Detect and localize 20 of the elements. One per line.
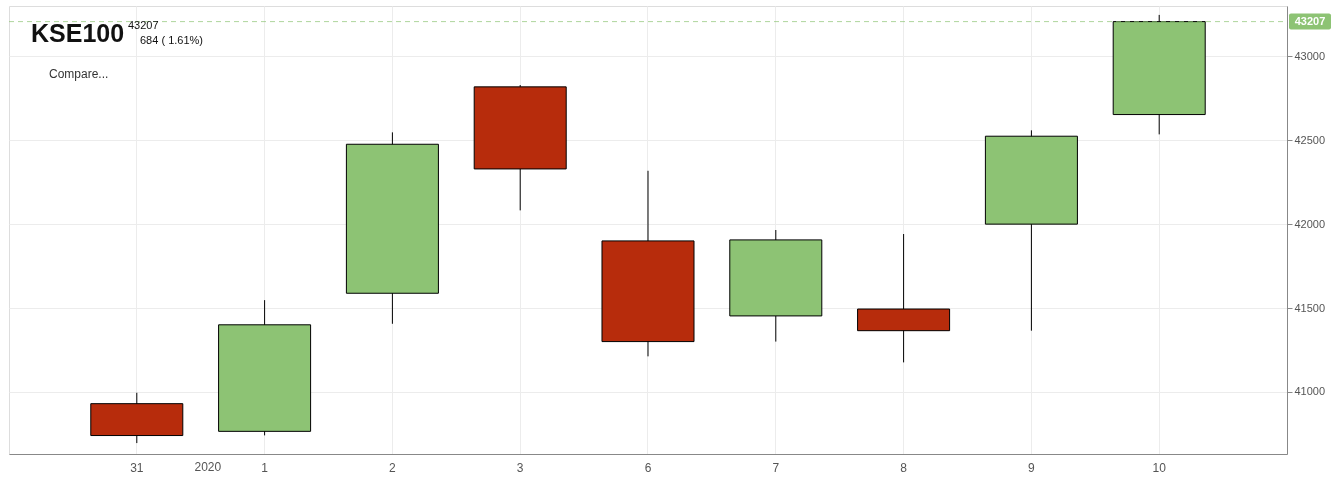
y-tick-label: 42500 (1294, 133, 1326, 146)
x-tick-label: 6 (644, 460, 652, 475)
annotation: Compare... (49, 67, 109, 81)
text: 43207 (128, 19, 159, 31)
y-tick-label: 43000 (1294, 49, 1326, 62)
ref-line-label: 43207 (1294, 14, 1326, 27)
x-tick-label: 31 (130, 460, 144, 475)
x-tick-label: 3 (516, 460, 524, 475)
y-tick-label: 42000 (1294, 217, 1326, 230)
x-tick-label: 10 (1152, 460, 1167, 475)
x-tick-label: 8 (900, 460, 908, 475)
x-tick-label: 1 (261, 460, 269, 475)
text: 2020 (194, 460, 222, 474)
text: KSE100 (31, 19, 125, 47)
x-tick-label: 9 (1028, 460, 1036, 475)
x-tick-label: 7 (772, 460, 780, 475)
y-tick-label: 41500 (1294, 301, 1326, 314)
annotation: 684 ( 1.61%) (140, 34, 203, 46)
x-tick-label: 2 (389, 460, 397, 475)
y-tick-label: 41000 (1294, 385, 1326, 398)
